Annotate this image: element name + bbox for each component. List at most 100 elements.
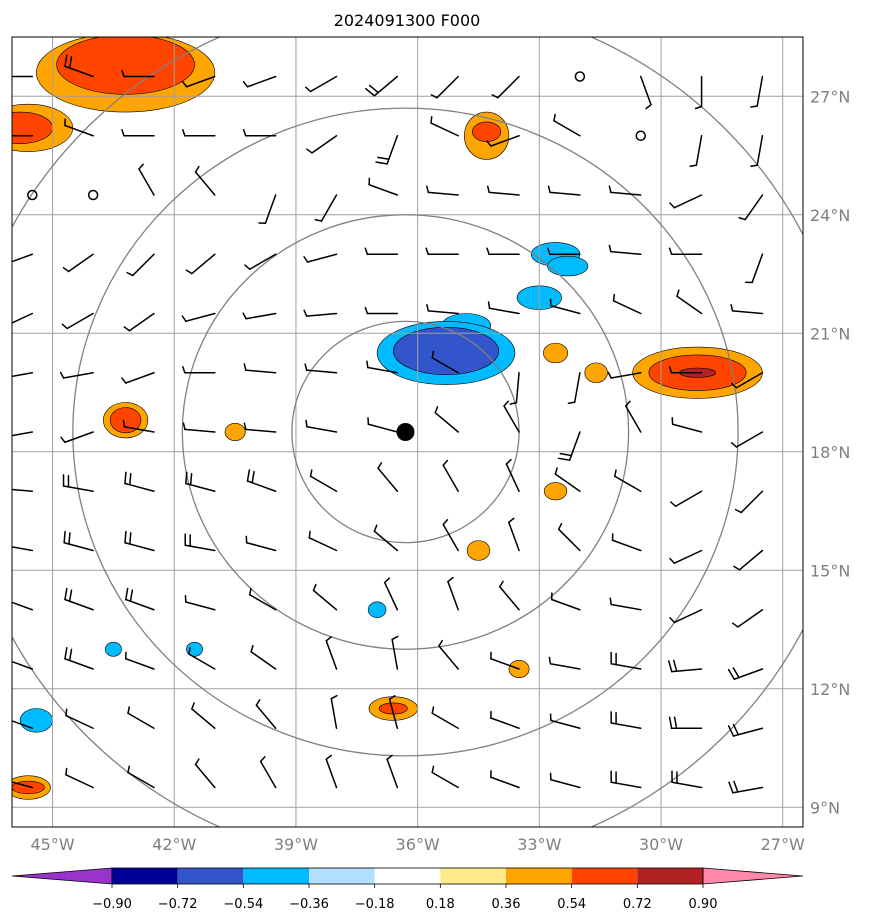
wind-barb [304,363,338,374]
wind-barb [181,75,216,88]
wind-barb [669,194,703,209]
wind-barb [121,129,155,137]
wind-barb [669,549,703,564]
wind-barb [314,194,338,222]
wind-barb [312,583,338,611]
wind-barb [557,522,581,552]
wind-barb [486,185,520,196]
wind-barb [375,135,399,165]
wind-barb [305,419,338,433]
colorbar-segment [243,868,309,884]
wind-barb [182,129,216,137]
wind-barb [366,360,399,374]
wind-barb [124,530,155,552]
wind-barb [549,772,581,789]
wind-barb [64,646,94,670]
colorbar-low-extension [11,867,113,885]
shaded-region [186,641,203,657]
wind-barb [745,253,764,284]
wind-barb [61,312,94,330]
wind-barb [306,135,338,154]
wind-barb [123,312,155,332]
shaded-region [543,482,568,501]
longitude-label: 33°W [517,835,561,854]
wind-barb [609,597,642,611]
gridlines [12,37,803,827]
wind-barb [727,667,764,681]
latitude-label: 12°N [810,680,850,699]
wind-barb [732,609,764,628]
wind-barb [12,135,34,137]
map-panel [11,36,804,828]
wind-barb [624,400,642,433]
wind-barb [242,129,277,137]
wind-barb [426,185,459,196]
colorbar-segment [112,868,178,884]
wind-barb [505,458,520,492]
wind-barb [750,135,764,167]
wind-barb [434,406,459,433]
wind-barb [124,471,155,492]
shaded-region [466,540,491,561]
wind-barb [549,298,581,315]
colorbar-tick-label: 0.36 [492,897,521,912]
wind-barb [303,309,338,317]
wind-barb [64,118,94,137]
wind-barb [126,253,155,277]
colorbar-segment [177,868,244,884]
storm-center-marker [396,423,415,441]
shaded-region [224,423,246,441]
wind-barb [194,165,216,196]
wind-barb [438,639,459,670]
wind-barb [689,135,703,167]
wind-barb [487,301,520,315]
wind-barb [499,580,520,611]
wind-barb [368,177,399,196]
wind-barb [730,431,764,448]
wind-barb [12,720,34,729]
wind-barb [670,490,703,507]
longitude-label: 36°W [396,835,440,854]
latitude-label: 27°N [810,87,850,106]
wind-barb [12,431,34,437]
wind-barb [442,459,459,492]
wind-barb [671,417,703,433]
wind-barb [547,247,581,255]
wind-barb [12,781,34,789]
wind-barb [738,194,764,221]
colorbar-tick-label: 0.18 [426,897,455,912]
map-frame [11,36,804,828]
calm-wind-marker [27,189,38,201]
longitude-label: 39°W [274,835,318,854]
wind-barb [730,372,764,389]
wind-barb [12,253,34,263]
wind-barb [486,247,520,255]
colorbar-tick-label: 0.54 [557,897,586,912]
wind-barb [242,312,277,320]
wind-barb [243,363,277,374]
colorbar-frame [111,867,704,885]
wind-barb [246,469,277,492]
latitude-label: 21°N [810,324,850,343]
shaded-region [104,641,122,657]
wind-barb [308,530,338,552]
wind-barb [554,467,581,492]
wind-barb [125,587,155,611]
wind-barb [610,651,642,670]
wind-barb [728,780,764,794]
wind-barb [185,253,216,275]
wind-barb [122,419,155,433]
wind-barb [668,247,703,255]
range-ring [181,214,630,650]
wind-barb [431,765,459,789]
wind-barb [12,660,34,670]
wind-barb [639,75,652,110]
wind-barb [325,754,338,789]
wind-barb [734,490,764,514]
wind-barb [62,474,94,492]
wind-barb [181,312,216,323]
wind-barb [64,587,94,611]
wind-barb [184,533,216,552]
wind-barb [430,116,459,137]
wind-barb [730,303,764,315]
